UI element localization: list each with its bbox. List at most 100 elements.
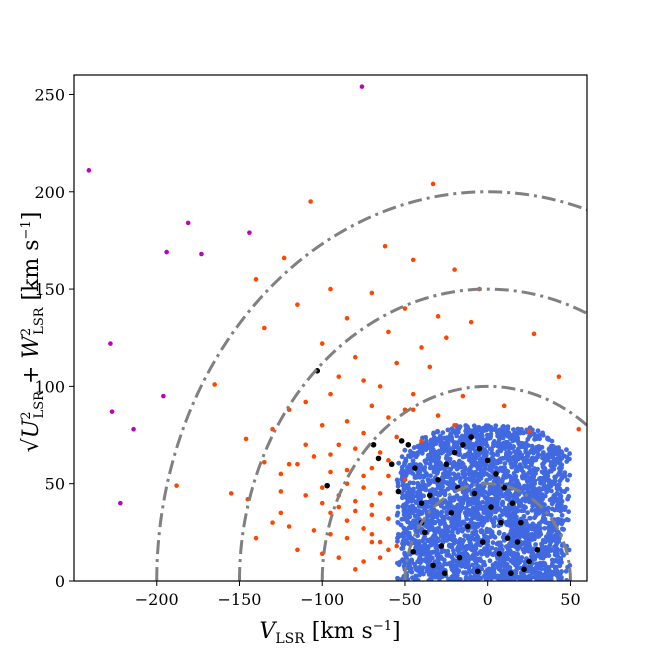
thin-disk-point	[561, 518, 566, 524]
thick-disk-point	[319, 423, 325, 428]
thin-disk-point	[448, 578, 454, 581]
thick-disk-point	[328, 452, 333, 457]
thin-disk-point	[504, 522, 510, 527]
thin-disk-point	[474, 577, 480, 581]
thin-disk-point	[435, 538, 441, 544]
thin-disk-point	[519, 555, 525, 560]
thin-disk-point	[475, 471, 480, 477]
thin-disk-point	[544, 489, 549, 495]
thin-disk-point	[525, 458, 531, 463]
thin-disk-point	[423, 499, 429, 505]
thin-disk-point	[490, 443, 496, 449]
thick-disk-point	[295, 461, 300, 467]
thin-disk-point	[403, 501, 409, 506]
halo-point	[131, 426, 136, 432]
thin-disk-point	[463, 490, 469, 496]
thin-disk-point	[432, 458, 438, 464]
thin-disk-point	[559, 575, 564, 580]
highlighted-point	[410, 549, 417, 555]
highlighted-point	[479, 539, 486, 545]
thin-disk-point	[549, 488, 554, 494]
thin-disk-point	[402, 486, 407, 492]
thin-disk-point	[409, 536, 414, 542]
thin-disk-point	[411, 493, 416, 499]
reference-circle	[237, 288, 587, 581]
thin-disk-point	[432, 527, 437, 533]
y-tick-label: 200	[34, 183, 65, 202]
halo-point	[161, 393, 166, 399]
thin-disk-point	[561, 527, 567, 532]
thin-disk-point	[531, 485, 537, 491]
thin-disk-point	[459, 563, 464, 569]
thin-disk-point	[417, 462, 423, 468]
thin-disk-point	[542, 546, 548, 552]
highlighted-point	[508, 570, 514, 577]
thin-disk-point	[470, 514, 476, 520]
thin-disk-point	[500, 476, 506, 482]
thin-disk-point	[542, 566, 548, 572]
highlighted-point	[398, 438, 405, 444]
thin-disk-point	[456, 448, 462, 453]
thin-disk-point	[435, 481, 441, 487]
thin-disk-point	[435, 557, 441, 562]
thin-disk-point	[508, 552, 514, 557]
thin-disk-point	[472, 528, 478, 534]
thick-disk-point	[419, 438, 424, 444]
thin-disk-point	[559, 488, 565, 494]
halo-point	[118, 500, 123, 506]
thin-disk-point	[486, 491, 492, 497]
thin-disk-point	[433, 574, 439, 580]
thin-disk-point	[548, 540, 554, 545]
thick-disk-point	[394, 434, 399, 440]
thin-disk-point	[465, 535, 471, 541]
thick-disk-point	[361, 473, 366, 479]
thick-disk-point	[361, 559, 366, 564]
thin-disk-point	[447, 533, 453, 539]
thin-disk-point	[523, 498, 529, 503]
thin-disk-point	[483, 427, 489, 433]
thin-disk-point	[463, 576, 469, 581]
thin-disk-point	[464, 516, 470, 522]
highlighted-point	[496, 550, 503, 557]
thick-disk-point	[262, 325, 267, 331]
thin-disk-point	[467, 575, 473, 581]
thin-disk-point	[427, 566, 433, 572]
thin-disk-point	[407, 448, 413, 454]
thick-disk-point	[319, 341, 325, 346]
highlighted-point	[324, 482, 330, 489]
highlighted-point	[370, 441, 377, 448]
thick-disk-point	[452, 267, 457, 272]
thin-disk-point	[507, 518, 513, 524]
thin-disk-point	[471, 554, 477, 559]
thin-disk-point	[463, 505, 469, 511]
thin-disk-point	[533, 448, 538, 454]
thin-disk-point	[402, 473, 408, 479]
thin-disk-point	[559, 512, 565, 518]
thin-disk-point	[552, 492, 557, 498]
thin-disk-point	[523, 505, 528, 510]
thick-disk-point	[311, 528, 317, 533]
thin-disk-point	[492, 490, 498, 496]
thin-disk-point	[432, 519, 437, 525]
thin-disk-point	[487, 529, 493, 535]
thin-disk-point	[540, 578, 545, 581]
thin-disk-point	[470, 452, 475, 458]
thick-disk-point	[402, 306, 408, 311]
thick-disk-point	[361, 430, 366, 436]
thin-disk-point	[553, 474, 559, 480]
thin-disk-point	[543, 575, 549, 581]
thin-disk-point	[474, 440, 480, 445]
thin-disk-point	[415, 484, 421, 490]
thin-disk-point	[456, 460, 462, 466]
thin-disk-point	[426, 482, 432, 487]
halo-point	[108, 341, 113, 346]
thick-disk-point	[344, 467, 350, 473]
thin-disk-point	[437, 576, 442, 581]
thick-disk-point	[295, 302, 300, 307]
thin-disk-point	[407, 506, 412, 511]
y-tick-label: 0	[55, 572, 65, 591]
thick-disk-point	[270, 520, 275, 525]
halo-point	[109, 409, 115, 414]
thin-disk-point	[537, 525, 543, 531]
